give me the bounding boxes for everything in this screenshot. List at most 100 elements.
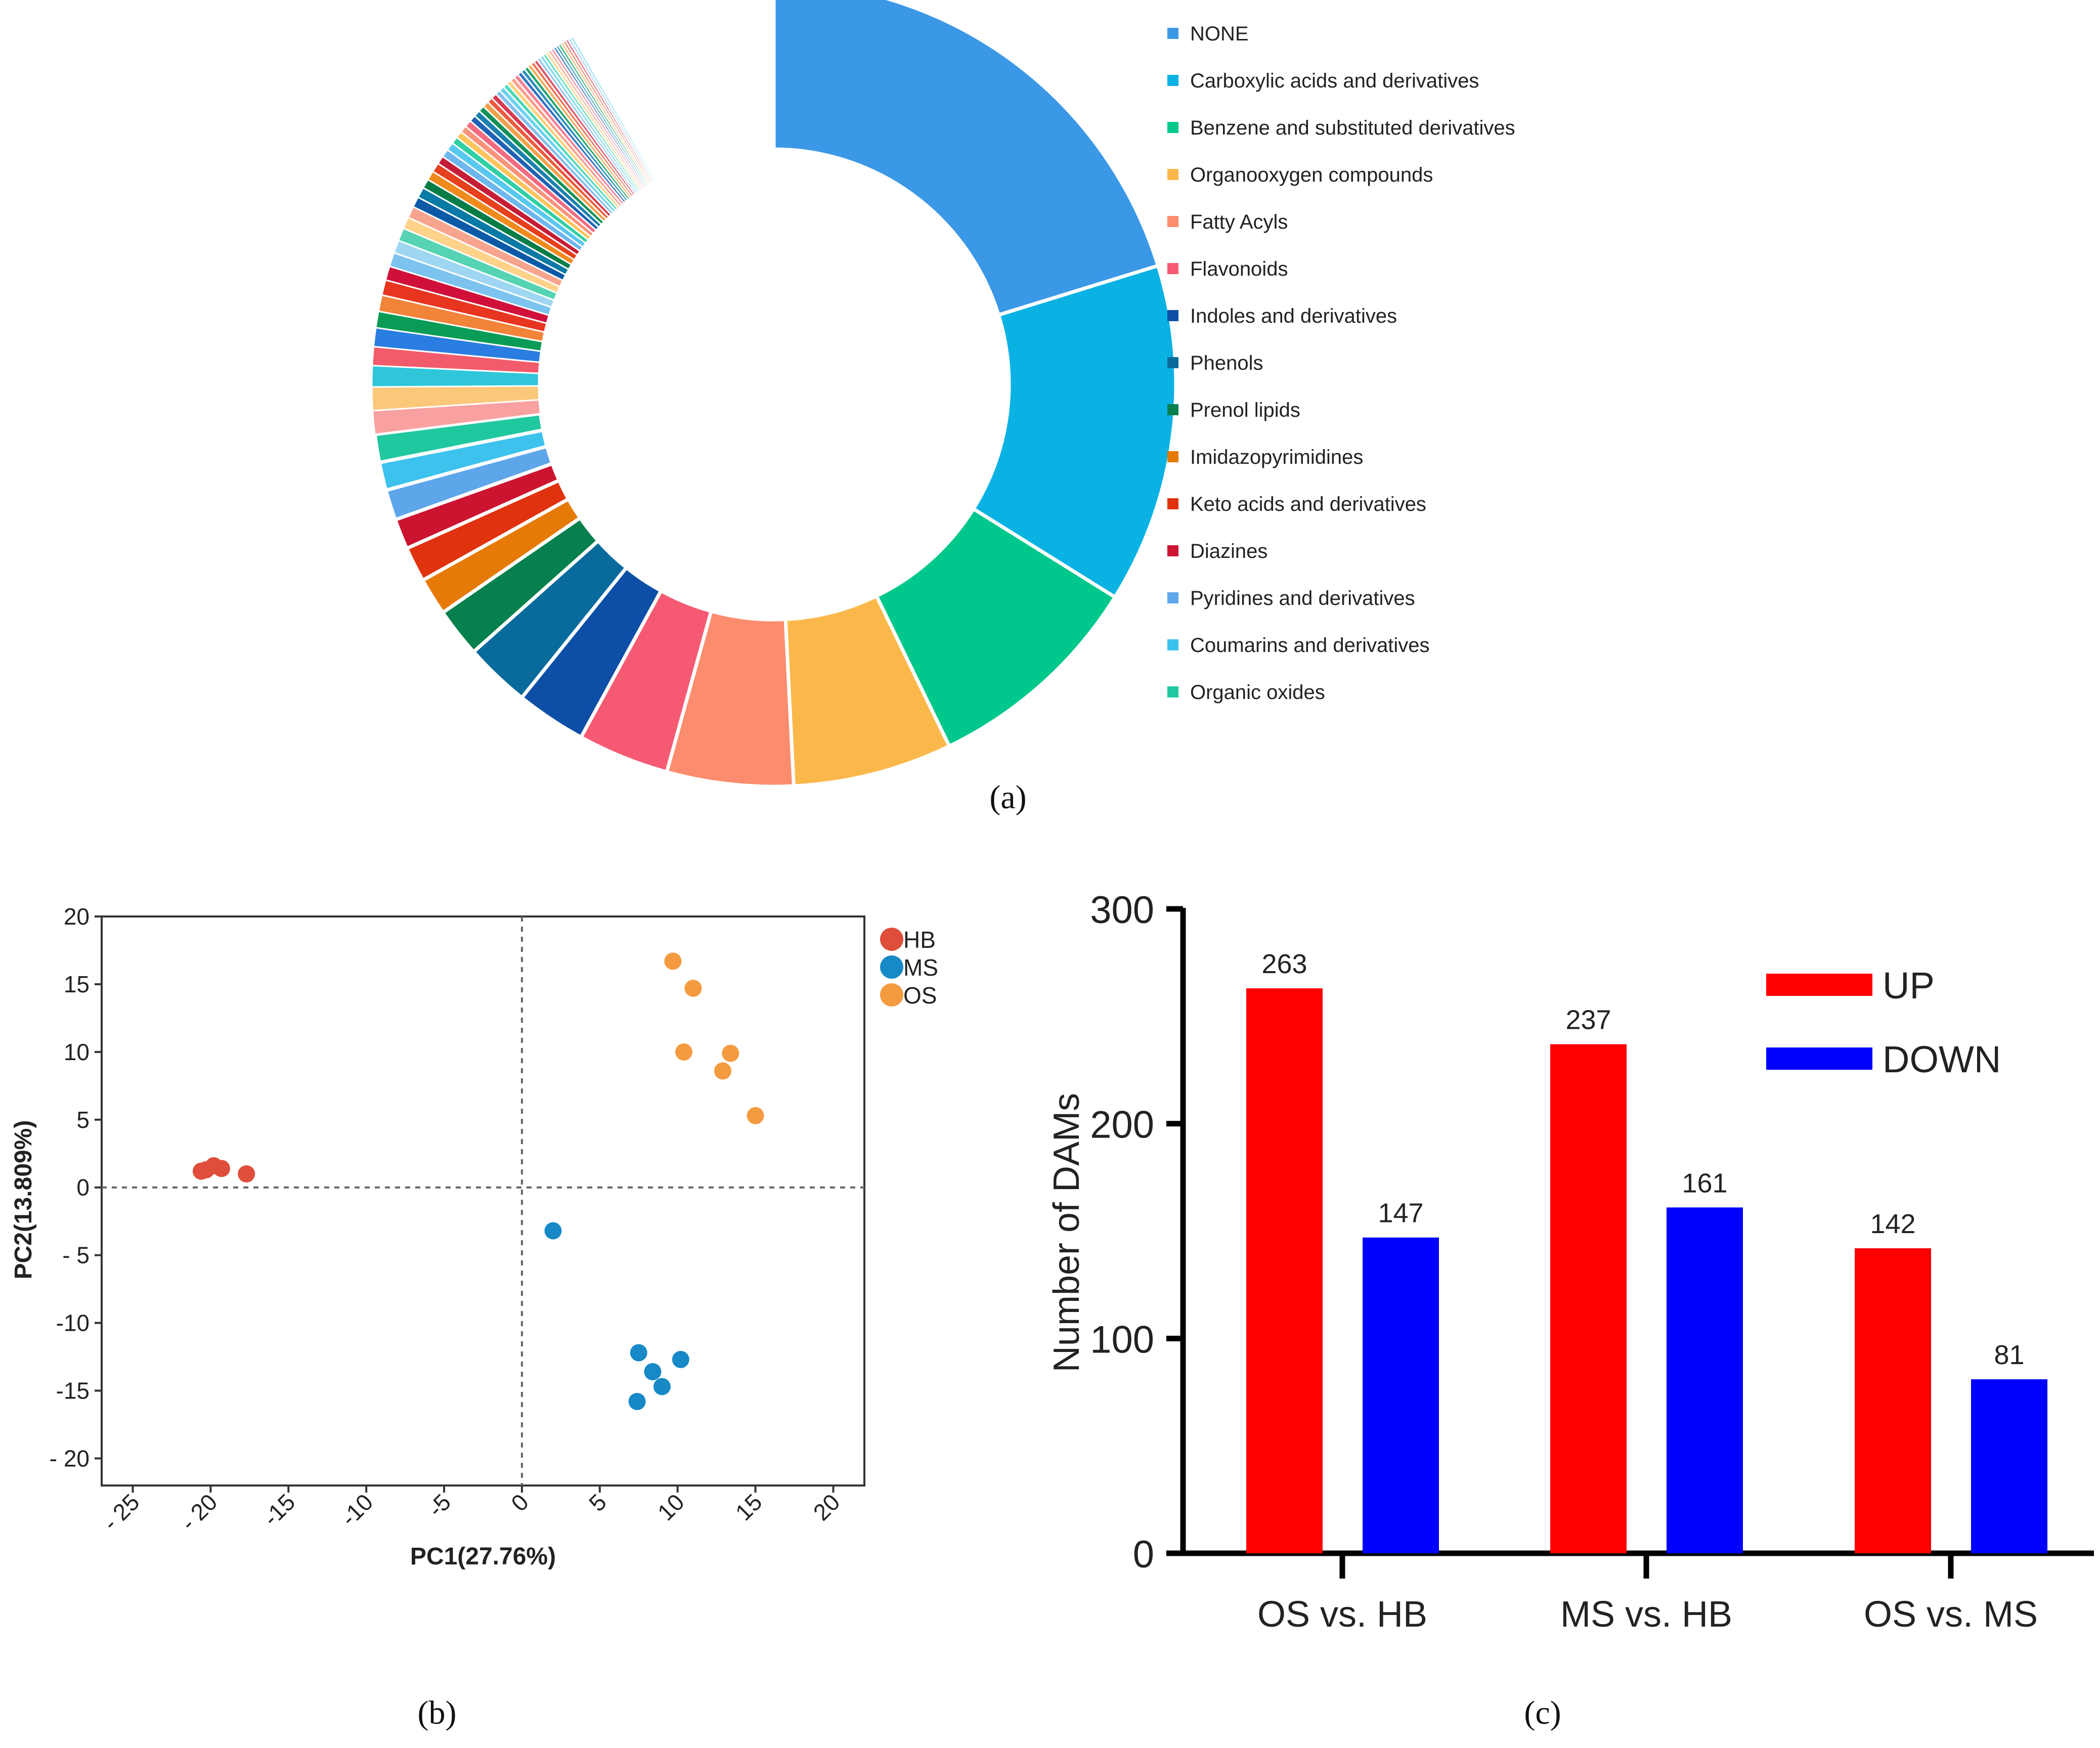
caption-c: (c) bbox=[1524, 1694, 1561, 1731]
y-tick-label: 10 bbox=[64, 1039, 90, 1065]
bar-value-label: 81 bbox=[1994, 1340, 2024, 1370]
legend-swatch bbox=[1167, 122, 1178, 133]
legend-label: Organic oxides bbox=[1190, 681, 1325, 704]
legend-swatch bbox=[1167, 451, 1178, 462]
y-tick-label: 300 bbox=[1090, 889, 1154, 932]
x-tick-label: OS vs. HB bbox=[1257, 1594, 1427, 1635]
x-tick-label: 20 bbox=[808, 1489, 845, 1525]
scatter-y-axis-label: PC2(13.809%) bbox=[10, 1120, 37, 1280]
legend-label: Prenol lipids bbox=[1190, 399, 1300, 421]
legend-marker-os bbox=[880, 983, 903, 1007]
point-ms bbox=[544, 1222, 562, 1240]
reference-lines bbox=[102, 916, 864, 1485]
bar-down bbox=[1667, 1207, 1743, 1553]
point-ms bbox=[653, 1378, 671, 1395]
y-tick-label: 100 bbox=[1090, 1318, 1154, 1361]
legend-label: Indoles and derivatives bbox=[1190, 305, 1397, 327]
y-tick-label: 200 bbox=[1090, 1104, 1154, 1147]
legend-swatch bbox=[1167, 169, 1178, 180]
donut-chart-panel: NONE Carboxylic acids and derivatives Benz… bbox=[371, 0, 1515, 816]
legend-swatch bbox=[1167, 75, 1178, 86]
point-ms bbox=[644, 1363, 662, 1380]
legend-swatch bbox=[1167, 216, 1178, 227]
legend-label: Pyridines and derivatives bbox=[1190, 587, 1415, 609]
caption-a: (a) bbox=[989, 779, 1026, 816]
scatter-x-ticks: - 25 - 20 -15 -10 -5 0 5 10 15 20 bbox=[98, 1485, 845, 1536]
legend-swatch bbox=[1167, 686, 1178, 697]
y-tick-label: - 5 bbox=[62, 1242, 90, 1269]
point-hb bbox=[212, 1160, 230, 1177]
donut-legend: NONE Carboxylic acids and derivatives Benz… bbox=[1167, 23, 1515, 704]
legend-marker-ms bbox=[880, 955, 903, 979]
legend-label: MS bbox=[903, 954, 938, 981]
bar-value-label: 237 bbox=[1565, 1005, 1611, 1035]
y-tick-label: 15 bbox=[64, 971, 90, 997]
bar-y-ticks: 0 100 200 300 bbox=[1090, 889, 1183, 1576]
bar-legend: UP DOWN bbox=[1766, 965, 2001, 1080]
bar-value-label: 147 bbox=[1378, 1198, 1423, 1229]
legend-swatch bbox=[1766, 1047, 1872, 1070]
scatter-points bbox=[192, 952, 764, 1410]
y-tick-label: 0 bbox=[1133, 1533, 1154, 1576]
x-tick-label: 10 bbox=[652, 1489, 689, 1525]
donut-slices bbox=[371, 0, 1178, 789]
scatter-y-ticks: 20 15 10 5 0 - 5 -10 -15 - 20 bbox=[50, 903, 102, 1471]
x-tick-label: MS vs. HB bbox=[1560, 1594, 1732, 1635]
legend-label: UP bbox=[1883, 965, 1935, 1007]
x-tick-label: 15 bbox=[730, 1489, 767, 1525]
x-tick-label: -15 bbox=[258, 1489, 300, 1531]
y-tick-label: 0 bbox=[76, 1174, 90, 1201]
donut-slice bbox=[772, 0, 1160, 318]
legend-swatch bbox=[1167, 498, 1178, 509]
legend-swatch bbox=[1167, 592, 1178, 603]
legend-label: Coumarins and derivatives bbox=[1190, 634, 1430, 657]
x-tick-label: -10 bbox=[335, 1489, 378, 1531]
bar-value-label: 161 bbox=[1682, 1168, 1727, 1198]
legend-label: Carboxylic acids and derivatives bbox=[1190, 70, 1479, 92]
pca-scatter-panel: 20 15 10 5 0 - 5 -10 -15 - 20 - 25 - 20 -15 -10 -5 0 5… bbox=[10, 903, 938, 1731]
bar-down bbox=[1363, 1237, 1439, 1553]
x-tick-label: - 20 bbox=[176, 1489, 223, 1536]
y-tick-label: - 20 bbox=[50, 1445, 90, 1471]
bar-down bbox=[1971, 1379, 2047, 1553]
point-os bbox=[722, 1044, 739, 1062]
legend-swatch bbox=[1167, 404, 1178, 415]
bar-value-label: 142 bbox=[1870, 1209, 1915, 1239]
legend-marker-hb bbox=[880, 928, 903, 951]
legend-label: Benzene and substituted derivatives bbox=[1190, 117, 1515, 139]
bar-chart-panel: 0 100 200 300 OS vs. HB MS vs. HB OS vs. MS 2… bbox=[1046, 889, 2094, 1731]
donut-slice bbox=[569, 35, 658, 183]
scatter-x-axis-label: PC1(27.76%) bbox=[410, 1543, 556, 1570]
bar-up bbox=[1246, 988, 1323, 1553]
y-tick-label: 20 bbox=[64, 903, 90, 930]
point-ms bbox=[630, 1344, 647, 1362]
caption-b: (b) bbox=[418, 1694, 457, 1731]
bar-value-label: 263 bbox=[1261, 949, 1307, 979]
legend-label: Keto acids and derivatives bbox=[1190, 493, 1426, 515]
bar-up bbox=[1855, 1248, 1931, 1553]
point-hb bbox=[238, 1165, 255, 1183]
x-tick-label: -5 bbox=[422, 1489, 456, 1522]
point-os bbox=[675, 1043, 693, 1061]
legend-label: DOWN bbox=[1883, 1038, 2001, 1080]
legend-swatch bbox=[1167, 310, 1178, 321]
legend-label: Fatty Acyls bbox=[1190, 211, 1288, 233]
legend-label: HB bbox=[903, 927, 936, 953]
scatter-plot-frame bbox=[101, 915, 865, 1487]
legend-swatch bbox=[1167, 28, 1178, 39]
legend-swatch bbox=[1167, 545, 1178, 556]
legend-swatch bbox=[1167, 639, 1178, 650]
legend-label: Flavonoids bbox=[1190, 258, 1288, 280]
point-os bbox=[684, 979, 702, 997]
y-tick-label: 5 bbox=[76, 1107, 90, 1133]
legend-label: Imidazopyrimidines bbox=[1190, 446, 1363, 468]
x-tick-label: 0 bbox=[506, 1489, 534, 1516]
y-tick-label: -10 bbox=[56, 1310, 90, 1336]
y-tick-label: -15 bbox=[56, 1378, 90, 1404]
point-ms bbox=[672, 1350, 689, 1368]
point-os bbox=[714, 1062, 731, 1080]
point-os bbox=[664, 952, 682, 970]
bar-y-axis-label: Number of DAMs bbox=[1046, 1093, 1087, 1372]
